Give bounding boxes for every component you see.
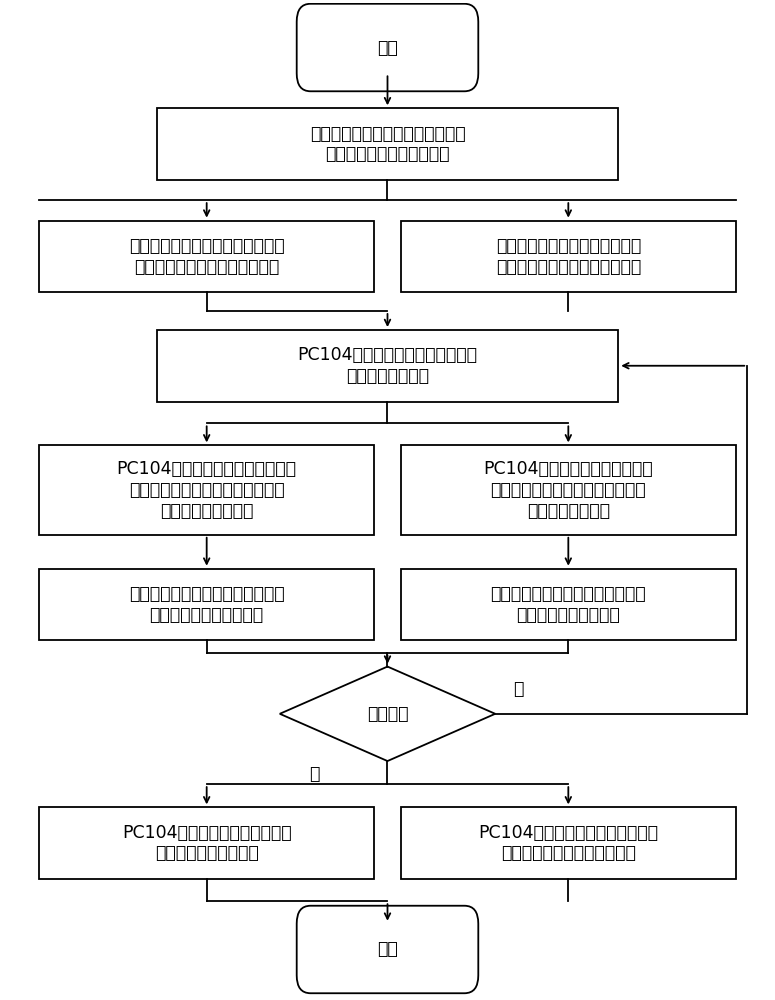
Text: PC104根据末端运动轨迹计算关节
期望轨迹，并发送相应的速度和位
置信号到运动控制卡: PC104根据末端运动轨迹计算关节 期望轨迹，并发送相应的速度和位 置信号到运动… [117,460,297,520]
Bar [40,807,374,879]
Polygon shape [280,667,495,761]
Text: 通过触摸屏设定各通道电刺激强
度：频率、正负脉冲宽度和幅值: 通过触摸屏设定各通道电刺激强 度：频率、正负脉冲宽度和幅值 [496,237,641,276]
Bar [401,221,735,292]
Bar [157,330,618,402]
Text: PC104根据机器人各关节伸屈状
态，发送所设定的电刺激强度参数
到功能性电刺激仪: PC104根据机器人各关节伸屈状 态，发送所设定的电刺激强度参数 到功能性电刺激… [484,460,653,520]
Text: 训练结束: 训练结束 [367,705,408,723]
Text: PC104根据运动轨迹计算运动初始
位置，并完成复位: PC104根据运动轨迹计算运动初始 位置，并完成复位 [298,346,477,385]
Text: 通过触摸屏选择运动轨迹，设定运
动参数如运动周期、运动半径等: 通过触摸屏选择运动轨迹，设定运 动参数如运动周期、运动半径等 [129,237,284,276]
Text: 患者坐在机器人座椅上，下肢各关
节分别与机器人机械臂固定: 患者坐在机器人座椅上，下肢各关 节分别与机器人机械臂固定 [310,125,465,163]
FancyBboxPatch shape [297,906,478,993]
Bar [401,807,735,879]
Text: PC104向运动控制卡发送停止指
令，使各关节停止运动: PC104向运动控制卡发送停止指 令，使各关节停止运动 [122,824,291,862]
FancyBboxPatch shape [297,4,478,91]
Text: PC104向功能性电刺激仪发送停止
指令，使各通道停止脉冲输出: PC104向功能性电刺激仪发送停止 指令，使各通道停止脉冲输出 [478,824,658,862]
Bar [157,108,618,180]
Bar [40,221,374,292]
Text: 结束: 结束 [377,940,398,958]
Text: 开始: 开始 [377,39,398,57]
Text: 运动控制卡产生方向和脉冲信号到
驱动器，控制各关节运动: 运动控制卡产生方向和脉冲信号到 驱动器，控制各关节运动 [129,585,284,624]
Bar [40,445,374,535]
Bar [401,569,735,640]
Bar [40,569,374,640]
Text: 功能性电刺激仪输出电刺激脉冲到
相应肌肉，使肌肉收缩: 功能性电刺激仪输出电刺激脉冲到 相应肌肉，使肌肉收缩 [491,585,646,624]
Text: 否: 否 [513,680,523,698]
Bar [401,445,735,535]
Text: 是: 是 [309,765,319,783]
